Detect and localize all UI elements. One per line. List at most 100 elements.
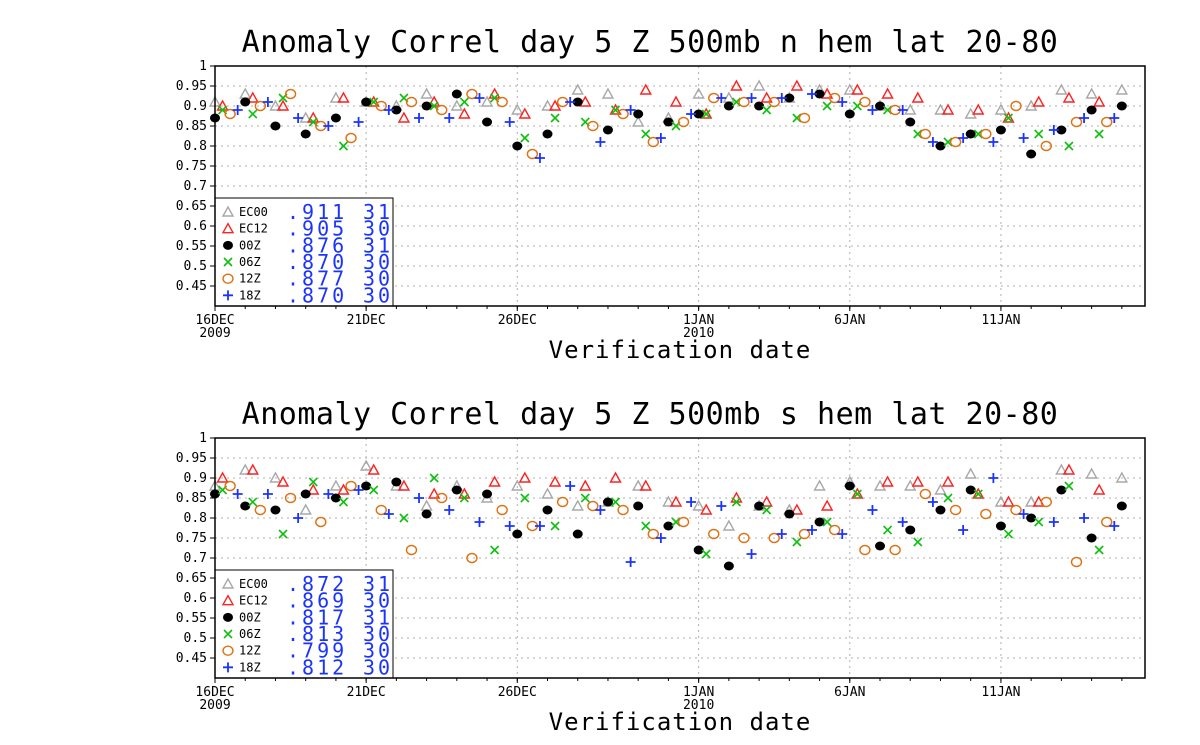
point-18Z bbox=[927, 137, 938, 147]
chart-title: Anomaly Correl day 5 Z 500mb s hem lat 2… bbox=[242, 397, 1059, 432]
point-00Z bbox=[542, 505, 553, 515]
point-00Z bbox=[240, 97, 251, 107]
y-tick-label: 0.7 bbox=[184, 179, 207, 194]
y-tick-label: 0.5 bbox=[184, 631, 207, 646]
point-EC12 bbox=[1002, 111, 1015, 123]
point-18Z bbox=[988, 137, 999, 147]
y-tick-label: 0.95 bbox=[176, 79, 207, 94]
legend-entry-count: 30 bbox=[363, 589, 393, 613]
point-06Z bbox=[822, 101, 832, 111]
point-EC00 bbox=[329, 479, 343, 491]
point-06Z bbox=[913, 537, 923, 547]
point-EC00 bbox=[299, 503, 312, 515]
point-EC12 bbox=[246, 463, 259, 475]
point-12Z bbox=[315, 516, 327, 528]
point-EC12 bbox=[518, 471, 532, 483]
legend-entry-score: .812 bbox=[287, 655, 347, 679]
point-00Z bbox=[633, 109, 644, 119]
point-00Z bbox=[482, 489, 493, 499]
x-tick-label: 16DEC bbox=[195, 313, 234, 328]
point-12Z bbox=[647, 136, 660, 148]
point-00Z bbox=[875, 541, 886, 551]
legend-entry-name: EC12 bbox=[239, 594, 268, 608]
point-EC00 bbox=[1085, 467, 1098, 479]
point-00Z bbox=[542, 129, 553, 139]
point-00Z bbox=[240, 501, 251, 511]
point-EC00 bbox=[1115, 83, 1129, 95]
point-18Z bbox=[746, 93, 757, 103]
point-EC12 bbox=[972, 487, 985, 499]
point-EC00 bbox=[571, 499, 584, 511]
point-06Z bbox=[338, 141, 349, 151]
legend-entry-count: 31 bbox=[363, 200, 393, 224]
plot-frame bbox=[214, 437, 1146, 679]
point-EC12 bbox=[972, 103, 985, 115]
point-06Z bbox=[248, 109, 258, 119]
point-EC12 bbox=[1062, 91, 1076, 103]
point-06Z bbox=[610, 497, 621, 507]
legend-entry-name: 00Z bbox=[239, 610, 261, 624]
y-tick-label: 0.8 bbox=[184, 511, 207, 526]
legend-entry-score: .869 bbox=[287, 589, 347, 613]
point-00Z bbox=[784, 93, 795, 103]
point-00Z bbox=[814, 517, 825, 527]
point-12Z bbox=[677, 516, 690, 528]
point-00Z bbox=[1056, 485, 1067, 495]
point-06Z bbox=[1094, 129, 1104, 139]
point-06Z bbox=[399, 513, 409, 523]
point-12Z bbox=[254, 100, 267, 112]
point-18Z bbox=[655, 533, 666, 543]
point-EC12 bbox=[1092, 95, 1106, 107]
point-12Z bbox=[1070, 116, 1083, 128]
point-06Z bbox=[762, 505, 772, 515]
point-EC12 bbox=[337, 483, 350, 495]
point-12Z bbox=[345, 480, 357, 492]
point-EC00 bbox=[692, 499, 705, 511]
point-EC12 bbox=[700, 503, 713, 515]
point-18Z bbox=[807, 89, 818, 99]
point-12Z bbox=[647, 528, 660, 540]
point-06Z bbox=[1094, 545, 1104, 555]
point-00Z bbox=[482, 117, 493, 127]
point-12Z bbox=[587, 120, 599, 132]
legend-entry-name: 18Z bbox=[239, 660, 261, 674]
series-00Z bbox=[210, 89, 1127, 159]
point-12Z bbox=[1101, 116, 1113, 128]
point-12Z bbox=[1101, 516, 1113, 528]
legend-entry-count: 30 bbox=[363, 217, 393, 241]
y-tick-label: 0.5 bbox=[184, 259, 207, 274]
point-EC00 bbox=[359, 459, 373, 471]
point-18Z bbox=[1048, 517, 1059, 527]
point-EC12 bbox=[548, 475, 562, 487]
point-18Z bbox=[1018, 509, 1029, 519]
point-06Z bbox=[429, 473, 439, 483]
point-18Z bbox=[897, 105, 908, 115]
point-EC12 bbox=[397, 479, 411, 491]
point-EC00 bbox=[1055, 83, 1068, 95]
point-00Z bbox=[663, 521, 674, 531]
point-EC12 bbox=[881, 87, 894, 99]
point-18Z bbox=[444, 505, 455, 515]
point-12Z bbox=[1070, 556, 1083, 568]
y-tick-label: 0.65 bbox=[176, 571, 207, 586]
legend-entry-count: 30 bbox=[363, 250, 393, 274]
legend-entry-name: 12Z bbox=[239, 272, 261, 286]
point-EC00 bbox=[601, 87, 615, 99]
point-06Z bbox=[338, 497, 349, 507]
point-12Z bbox=[919, 128, 932, 140]
point-12Z bbox=[617, 504, 629, 516]
x-tick-label: 11JAN bbox=[981, 313, 1020, 328]
point-18Z bbox=[323, 489, 334, 499]
legend-entry-score: .799 bbox=[287, 639, 347, 663]
y-tick-label: 0.9 bbox=[184, 471, 207, 486]
point-EC12 bbox=[276, 99, 290, 111]
point-06Z bbox=[792, 537, 802, 547]
point-12Z bbox=[919, 488, 932, 500]
point-06Z bbox=[248, 497, 258, 507]
point-EC00 bbox=[692, 87, 705, 99]
point-06Z bbox=[550, 521, 560, 531]
point-EC12 bbox=[367, 95, 380, 107]
point-12Z bbox=[496, 96, 508, 108]
point-EC00 bbox=[722, 519, 736, 531]
point-06Z bbox=[641, 521, 651, 531]
